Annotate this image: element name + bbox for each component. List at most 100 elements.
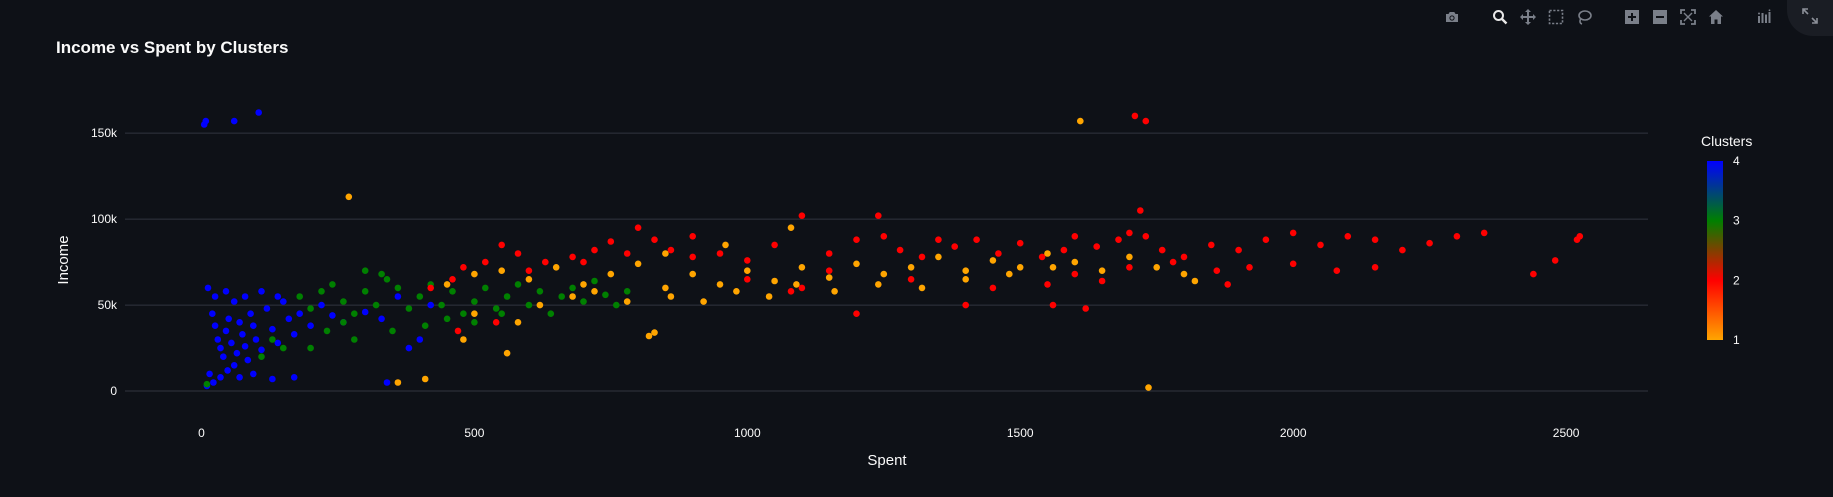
data-point-cluster-4[interactable] [269, 375, 276, 383]
data-point-cluster-2[interactable] [651, 236, 658, 243]
data-point-cluster-3[interactable] [421, 322, 429, 330]
data-point-cluster-2[interactable] [1551, 257, 1559, 264]
data-point-cluster-2[interactable] [607, 238, 615, 245]
data-point-cluster-3[interactable] [558, 293, 565, 300]
data-point-cluster-2[interactable] [1044, 281, 1051, 288]
data-point-cluster-4[interactable] [378, 315, 385, 323]
data-point-cluster-1[interactable] [771, 277, 778, 285]
data-point-cluster-3[interactable] [383, 276, 391, 283]
data-point-cluster-1[interactable] [552, 264, 560, 271]
data-point-cluster-4[interactable] [236, 319, 243, 326]
data-point-cluster-2[interactable] [460, 264, 467, 271]
data-point-cluster-4[interactable] [307, 322, 314, 330]
data-point-cluster-1[interactable] [645, 332, 653, 340]
data-point-cluster-2[interactable] [1016, 239, 1024, 247]
data-point-cluster-3[interactable] [591, 277, 598, 285]
data-point-cluster-2[interactable] [744, 257, 751, 264]
data-point-cluster-1[interactable] [733, 288, 740, 295]
data-point-cluster-3[interactable] [340, 319, 347, 326]
data-point-cluster-2[interactable] [1530, 270, 1537, 278]
data-point-cluster-2[interactable] [449, 276, 456, 283]
data-point-cluster-2[interactable] [1137, 207, 1144, 214]
data-point-cluster-1[interactable] [875, 281, 882, 288]
data-point-cluster-4[interactable] [211, 293, 219, 300]
data-point-cluster-1[interactable] [689, 270, 696, 278]
data-point-cluster-4[interactable] [220, 353, 227, 361]
data-point-cluster-4[interactable] [258, 288, 265, 295]
data-point-cluster-2[interactable] [634, 224, 642, 231]
data-point-cluster-1[interactable] [569, 293, 576, 300]
data-point-cluster-3[interactable] [389, 327, 396, 335]
data-point-cluster-2[interactable] [1426, 239, 1433, 247]
data-point-cluster-1[interactable] [793, 281, 800, 288]
data-point-cluster-4[interactable] [255, 109, 262, 116]
data-point-cluster-4[interactable] [280, 298, 287, 305]
data-point-cluster-2[interactable] [1126, 229, 1133, 237]
autoscale-icon[interactable] [1677, 6, 1699, 28]
data-point-cluster-1[interactable] [700, 298, 707, 305]
data-point-cluster-3[interactable] [498, 310, 506, 318]
data-point-cluster-1[interactable] [394, 379, 402, 386]
data-point-cluster-2[interactable] [1038, 253, 1046, 261]
data-point-cluster-4[interactable] [244, 356, 252, 364]
data-point-cluster-1[interactable] [716, 281, 724, 288]
data-point-cluster-2[interactable] [482, 258, 489, 266]
data-point-cluster-2[interactable] [1371, 264, 1379, 271]
data-point-cluster-3[interactable] [438, 301, 445, 309]
data-point-cluster-4[interactable] [233, 349, 241, 357]
data-point-cluster-2[interactable] [1208, 241, 1215, 249]
data-point-cluster-4[interactable] [361, 308, 369, 316]
data-point-cluster-1[interactable] [580, 281, 587, 288]
data-point-cluster-4[interactable] [285, 315, 293, 323]
data-point-cluster-1[interactable] [722, 241, 729, 249]
data-point-cluster-3[interactable] [351, 310, 358, 318]
data-point-cluster-2[interactable] [1082, 305, 1089, 312]
scatter-points[interactable] [200, 109, 1584, 391]
data-point-cluster-2[interactable] [973, 236, 980, 243]
data-point-cluster-2[interactable] [1333, 267, 1341, 275]
data-point-cluster-2[interactable] [853, 236, 860, 243]
data-point-cluster-1[interactable] [1006, 270, 1013, 278]
data-point-cluster-2[interactable] [896, 246, 904, 254]
data-point-cluster-3[interactable] [569, 284, 576, 292]
data-point-cluster-2[interactable] [1131, 112, 1139, 120]
data-point-cluster-4[interactable] [274, 293, 282, 300]
data-point-cluster-4[interactable] [209, 310, 216, 318]
data-point-cluster-1[interactable] [667, 293, 675, 300]
data-point-cluster-4[interactable] [290, 374, 298, 381]
data-point-cluster-4[interactable] [427, 301, 435, 309]
data-point-cluster-2[interactable] [951, 243, 958, 250]
data-point-cluster-2[interactable] [492, 319, 500, 326]
data-point-cluster-2[interactable] [880, 233, 888, 240]
data-point-cluster-4[interactable] [274, 339, 282, 347]
data-point-cluster-2[interactable] [1142, 117, 1150, 125]
data-point-cluster-2[interactable] [454, 327, 462, 335]
data-point-cluster-1[interactable] [1145, 384, 1152, 391]
data-point-cluster-3[interactable] [361, 288, 369, 295]
data-point-cluster-2[interactable] [1071, 233, 1079, 240]
reset-axes-icon[interactable] [1705, 6, 1727, 28]
data-point-cluster-3[interactable] [547, 310, 555, 318]
data-point-cluster-2[interactable] [689, 253, 696, 261]
data-point-cluster-3[interactable] [623, 288, 631, 295]
data-point-cluster-1[interactable] [471, 270, 478, 278]
data-point-cluster-4[interactable] [394, 293, 402, 300]
data-point-cluster-3[interactable] [503, 293, 511, 300]
data-point-cluster-3[interactable] [361, 267, 369, 275]
data-point-cluster-2[interactable] [667, 246, 675, 254]
data-point-cluster-2[interactable] [1180, 253, 1188, 261]
data-point-cluster-2[interactable] [853, 310, 860, 318]
data-point-cluster-3[interactable] [372, 301, 380, 309]
data-point-cluster-2[interactable] [1235, 246, 1242, 254]
data-point-cluster-3[interactable] [394, 284, 402, 292]
data-point-cluster-2[interactable] [1246, 264, 1253, 271]
data-point-cluster-2[interactable] [1169, 258, 1177, 266]
data-point-cluster-1[interactable] [460, 336, 467, 343]
data-point-cluster-2[interactable] [1115, 236, 1122, 243]
data-point-cluster-2[interactable] [542, 258, 549, 266]
data-point-cluster-4[interactable] [250, 322, 257, 330]
data-point-cluster-3[interactable] [340, 298, 347, 305]
data-point-cluster-3[interactable] [203, 380, 211, 388]
data-point-cluster-4[interactable] [252, 336, 260, 343]
